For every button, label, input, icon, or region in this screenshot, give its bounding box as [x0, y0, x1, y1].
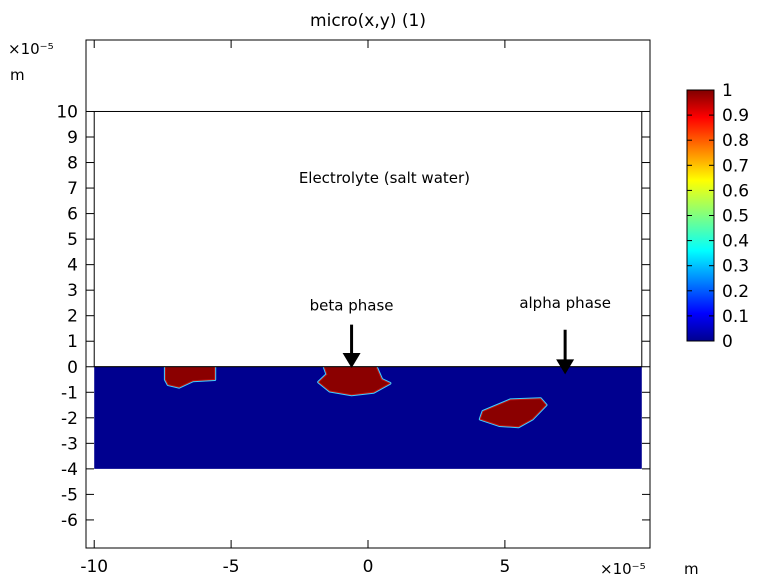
colorbar-tick-label: 0.1: [722, 307, 749, 327]
chart-title: micro(x,y) (1): [310, 11, 426, 31]
x-tick-label: 0: [363, 557, 374, 577]
colorbar-ticks: 1 0.9 0.8 0.7 0.6 0.5 0.4 0.3 0.2 0.1 0: [687, 81, 749, 352]
colorbar-tick-label: 0.2: [722, 282, 749, 302]
y-tick-label: 10: [56, 102, 78, 122]
colorbar-tick-label: 1: [722, 81, 733, 101]
y-tick-label: 8: [67, 154, 78, 174]
annotation-label: beta phase: [310, 297, 394, 315]
y-tick-label: 2: [67, 307, 78, 327]
colorbar-tick-label: 0.9: [722, 106, 749, 126]
colorbar-tick-label: 0.4: [722, 232, 749, 252]
beta-phase-inclusions: [163, 366, 548, 429]
y-tick-label: 5: [67, 230, 78, 250]
beta-inclusion-1: [164, 366, 216, 388]
x-axis-unit: m: [684, 560, 699, 578]
colorbar-tick-label: 0: [722, 332, 733, 352]
electrolyte-label: Electrolyte (salt water): [299, 169, 470, 187]
colorbar-tick-label: 0.3: [722, 257, 749, 277]
y-tick-label: -4: [61, 460, 78, 480]
y-tick-label: -1: [61, 383, 78, 403]
y-tick-label: 9: [67, 128, 78, 148]
x-axis-scale-label: ×10⁻⁵: [600, 560, 646, 578]
x-tick-label: -5: [223, 557, 240, 577]
y-tick-label: 4: [67, 256, 78, 276]
annotations: beta phase alpha phase: [310, 294, 611, 375]
y-tick-label: 6: [67, 205, 78, 225]
y-tick-label: 7: [67, 179, 78, 199]
colorbar-tick-label: 0.6: [722, 181, 749, 201]
x-tick-label: -10: [80, 557, 108, 577]
y-tick-label: -3: [61, 434, 78, 454]
y-tick-label: -5: [61, 485, 78, 505]
electrolyte-region: [93, 110, 643, 368]
annotation-arrow-head: [556, 359, 575, 375]
y-tick-label: 3: [67, 281, 78, 301]
y-tick-label: 1: [67, 332, 78, 352]
annotation-label: alpha phase: [519, 294, 611, 312]
colorbar-tick-label: 0.8: [722, 131, 749, 151]
x-tick-label: 5: [499, 557, 510, 577]
y-axis-scale-label: ×10⁻⁵: [8, 40, 54, 58]
colorbar-tick-label: 0.7: [722, 156, 749, 176]
beta-inclusion-3: [479, 398, 547, 428]
colorbar: 1 0.9 0.8 0.7 0.6 0.5 0.4 0.3 0.2 0.1 0: [686, 81, 749, 352]
beta-inclusion-2: [318, 366, 391, 396]
colorbar-tick-label: 0.5: [722, 207, 749, 227]
y-tick-label: -2: [61, 409, 78, 429]
y-axis-unit: m: [10, 66, 25, 84]
annotation-arrow-head: [342, 353, 361, 369]
y-tick-label: -6: [61, 511, 78, 531]
x-axis-ticks: -10 -5 0 5: [80, 40, 510, 577]
y-tick-label: 0: [67, 358, 78, 378]
